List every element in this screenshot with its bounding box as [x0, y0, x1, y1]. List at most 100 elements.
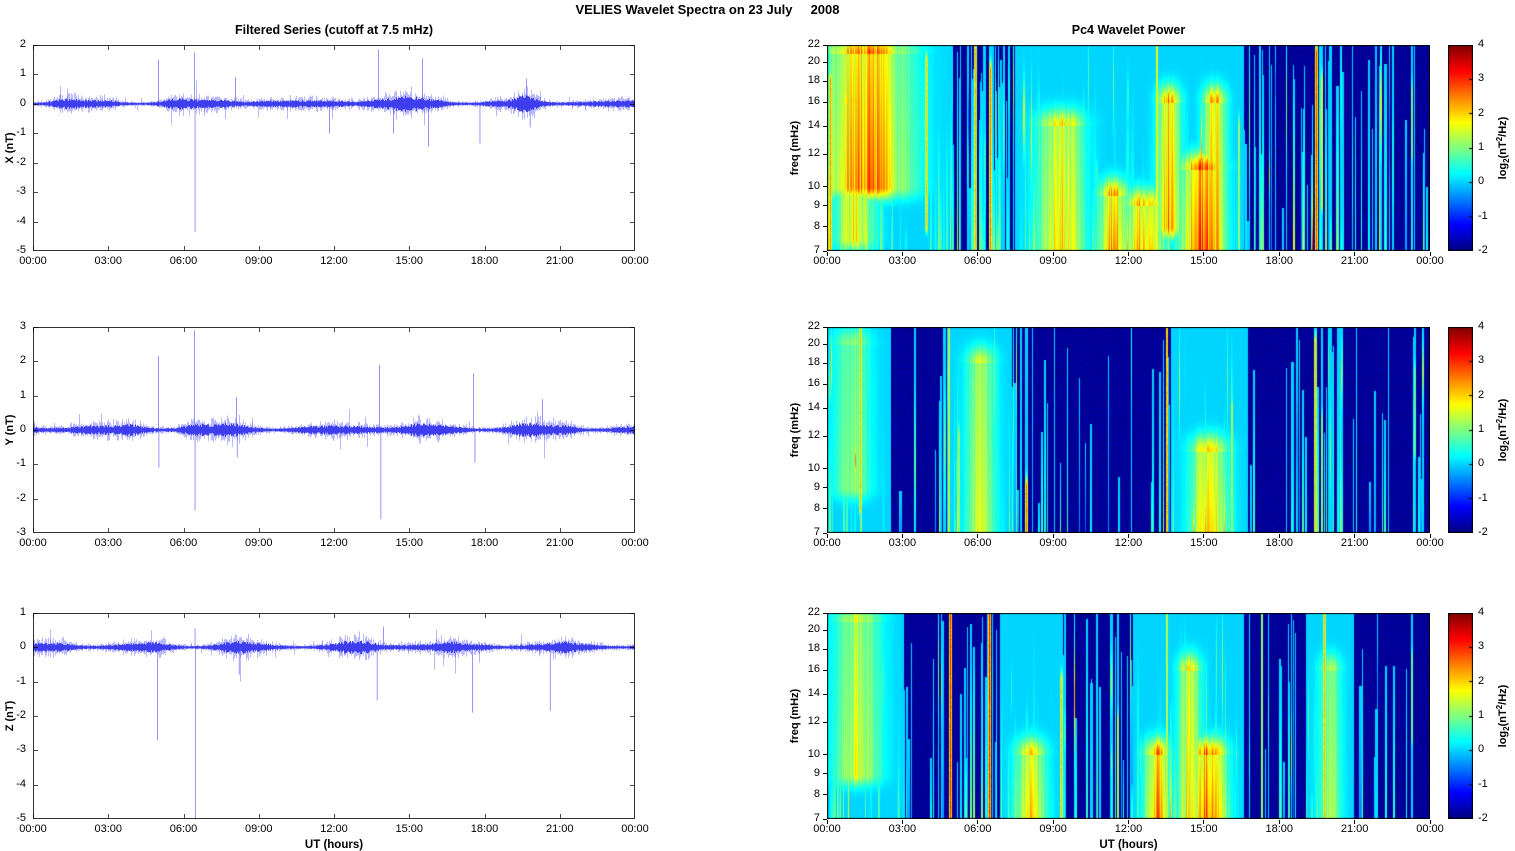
x-tick-label: 00:00: [621, 823, 649, 835]
x-tick-label: 15:00: [1190, 255, 1218, 267]
y-tick-label: 0: [19, 96, 26, 109]
colorbar-unit-label: log2(nT2/Hz): [1495, 117, 1511, 180]
colorbar-unit-label: log2(nT2/Hz): [1495, 399, 1511, 462]
y-tick-label: 20: [807, 623, 820, 636]
y-tick-label: -1: [16, 674, 26, 687]
y-tick-mark: [823, 362, 827, 364]
y-tick-label: 1: [19, 388, 26, 401]
colorbar-tick-label: 2: [1478, 106, 1485, 119]
x-tick-label: 12:00: [1114, 255, 1143, 267]
x-tick-mark: [901, 252, 903, 256]
x-tick-mark: [977, 534, 979, 538]
y-tick-mark: [823, 773, 827, 775]
x-tick-label: 15:00: [1190, 823, 1218, 835]
x-tick-label: 00:00: [621, 537, 649, 549]
y-tick-label: 1: [19, 67, 26, 80]
x-tick-label: 15:00: [395, 537, 424, 549]
x-tick-mark: [826, 534, 828, 538]
y-tick-mark: [823, 721, 827, 723]
colorbar-tick-label: 3: [1478, 354, 1485, 367]
y-tick-label: -4: [16, 214, 26, 227]
x-tick-label: 18:00: [1265, 255, 1294, 267]
x-tick-mark: [1203, 820, 1205, 824]
y-tick-mark: [823, 226, 827, 228]
x-tick-label: 21:00: [1340, 823, 1369, 835]
y-tick-mark: [823, 629, 827, 631]
y-tick-label: 9: [813, 480, 820, 493]
y-tick-mark: [823, 532, 827, 534]
y-tick-label: 3: [19, 320, 26, 332]
colorbar-unit-label-part: (nT: [1497, 141, 1509, 159]
x-tick-label: 21:00: [1340, 537, 1369, 549]
colorbar-unit-label: log2(nT2/Hz): [1495, 685, 1511, 748]
y-tick-label: 12: [807, 147, 820, 160]
colorbar-unit-label-part: log: [1497, 162, 1509, 180]
colorbar-tick-label: -1: [1478, 209, 1488, 222]
colorbar-unit-label-part: log: [1497, 730, 1509, 748]
colorbar: [1448, 613, 1473, 819]
x-tick-label: 06:00: [963, 823, 992, 835]
colorbar-tick-label: -1: [1478, 491, 1488, 504]
y-tick-label: 16: [807, 377, 820, 390]
x-tick-label: 12:00: [320, 537, 348, 549]
y-tick-label: 8: [813, 787, 820, 800]
y-tick-label: 10: [807, 461, 820, 474]
y-tick-mark: [823, 383, 827, 385]
y-tick-label: -1: [16, 126, 26, 139]
y-tick-label: -2: [16, 709, 26, 721]
x-tick-mark: [826, 820, 828, 824]
y-tick-mark: [823, 125, 827, 127]
y-tick-label: 14: [807, 687, 820, 700]
y-tick-label: 7: [813, 244, 820, 256]
x-tick-label: 09:00: [1039, 823, 1067, 835]
y-tick-label: -5: [16, 812, 26, 824]
y-tick-mark: [823, 648, 827, 650]
colorbar-unit-label-part: 2: [1502, 440, 1511, 445]
y-tick-mark: [823, 508, 827, 510]
y-tick-label: 9: [813, 198, 820, 211]
x-tick-mark: [1203, 534, 1205, 538]
x-tick-label: 12:00: [320, 823, 348, 835]
y-tick-label: 14: [807, 119, 820, 132]
x-tick-label: 03:00: [94, 255, 123, 267]
colorbar-unit-label-part: /Hz): [1497, 684, 1509, 705]
x-axis-label: UT (hours): [304, 839, 364, 851]
x-tick-mark: [1052, 534, 1054, 538]
x-tick-label: 12:00: [1114, 823, 1143, 835]
colorbar-tick-label: 3: [1478, 640, 1485, 653]
x-tick-label: 03:00: [94, 537, 123, 549]
x-tick-label: 00:00: [813, 537, 841, 549]
x-tick-mark: [1354, 534, 1356, 538]
y-tick-label: -3: [16, 526, 26, 538]
colorbar-tick-label: 2: [1478, 674, 1485, 687]
y-tick-label: 8: [813, 501, 820, 514]
x-tick-mark: [977, 252, 979, 256]
colorbar-tick-label: 4: [1478, 38, 1485, 50]
y-tick-mark: [823, 326, 827, 328]
x-tick-mark: [1278, 252, 1280, 256]
colorbar-tick-label: 2: [1478, 388, 1485, 401]
y-tick-label: 22: [807, 606, 820, 618]
colorbar-unit-label-part: (nT: [1497, 423, 1509, 441]
pc4-wavelet-power-x-plot: [827, 45, 1430, 251]
pc4-wavelet-power-y-plot: [827, 327, 1430, 533]
colorbar-tick-label: -1: [1478, 777, 1488, 790]
y-tick-label: -3: [16, 743, 26, 756]
x-tick-mark: [901, 534, 903, 538]
x-tick-mark: [1128, 820, 1129, 824]
y-tick-mark: [823, 669, 827, 671]
colorbar-unit-label-part: (nT: [1497, 709, 1509, 727]
figure-title: VELIES Wavelet Spectra on 23 July 2008: [575, 2, 840, 17]
x-tick-label: 06:00: [169, 255, 198, 267]
x-tick-label: 12:00: [1114, 537, 1143, 549]
x-tick-label: 03:00: [888, 537, 917, 549]
x-tick-label: 00:00: [1416, 823, 1444, 835]
colorbar-unit-label-part: 2: [1502, 726, 1511, 731]
y-tick-mark: [823, 153, 827, 155]
y-tick-mark: [823, 101, 827, 103]
x-tick-label: 09:00: [1039, 537, 1067, 549]
y-tick-label: 16: [807, 95, 820, 108]
y-tick-label: 22: [807, 320, 820, 332]
x-tick-label: 21:00: [545, 537, 574, 549]
colorbar-tick-label: -2: [1478, 812, 1488, 824]
